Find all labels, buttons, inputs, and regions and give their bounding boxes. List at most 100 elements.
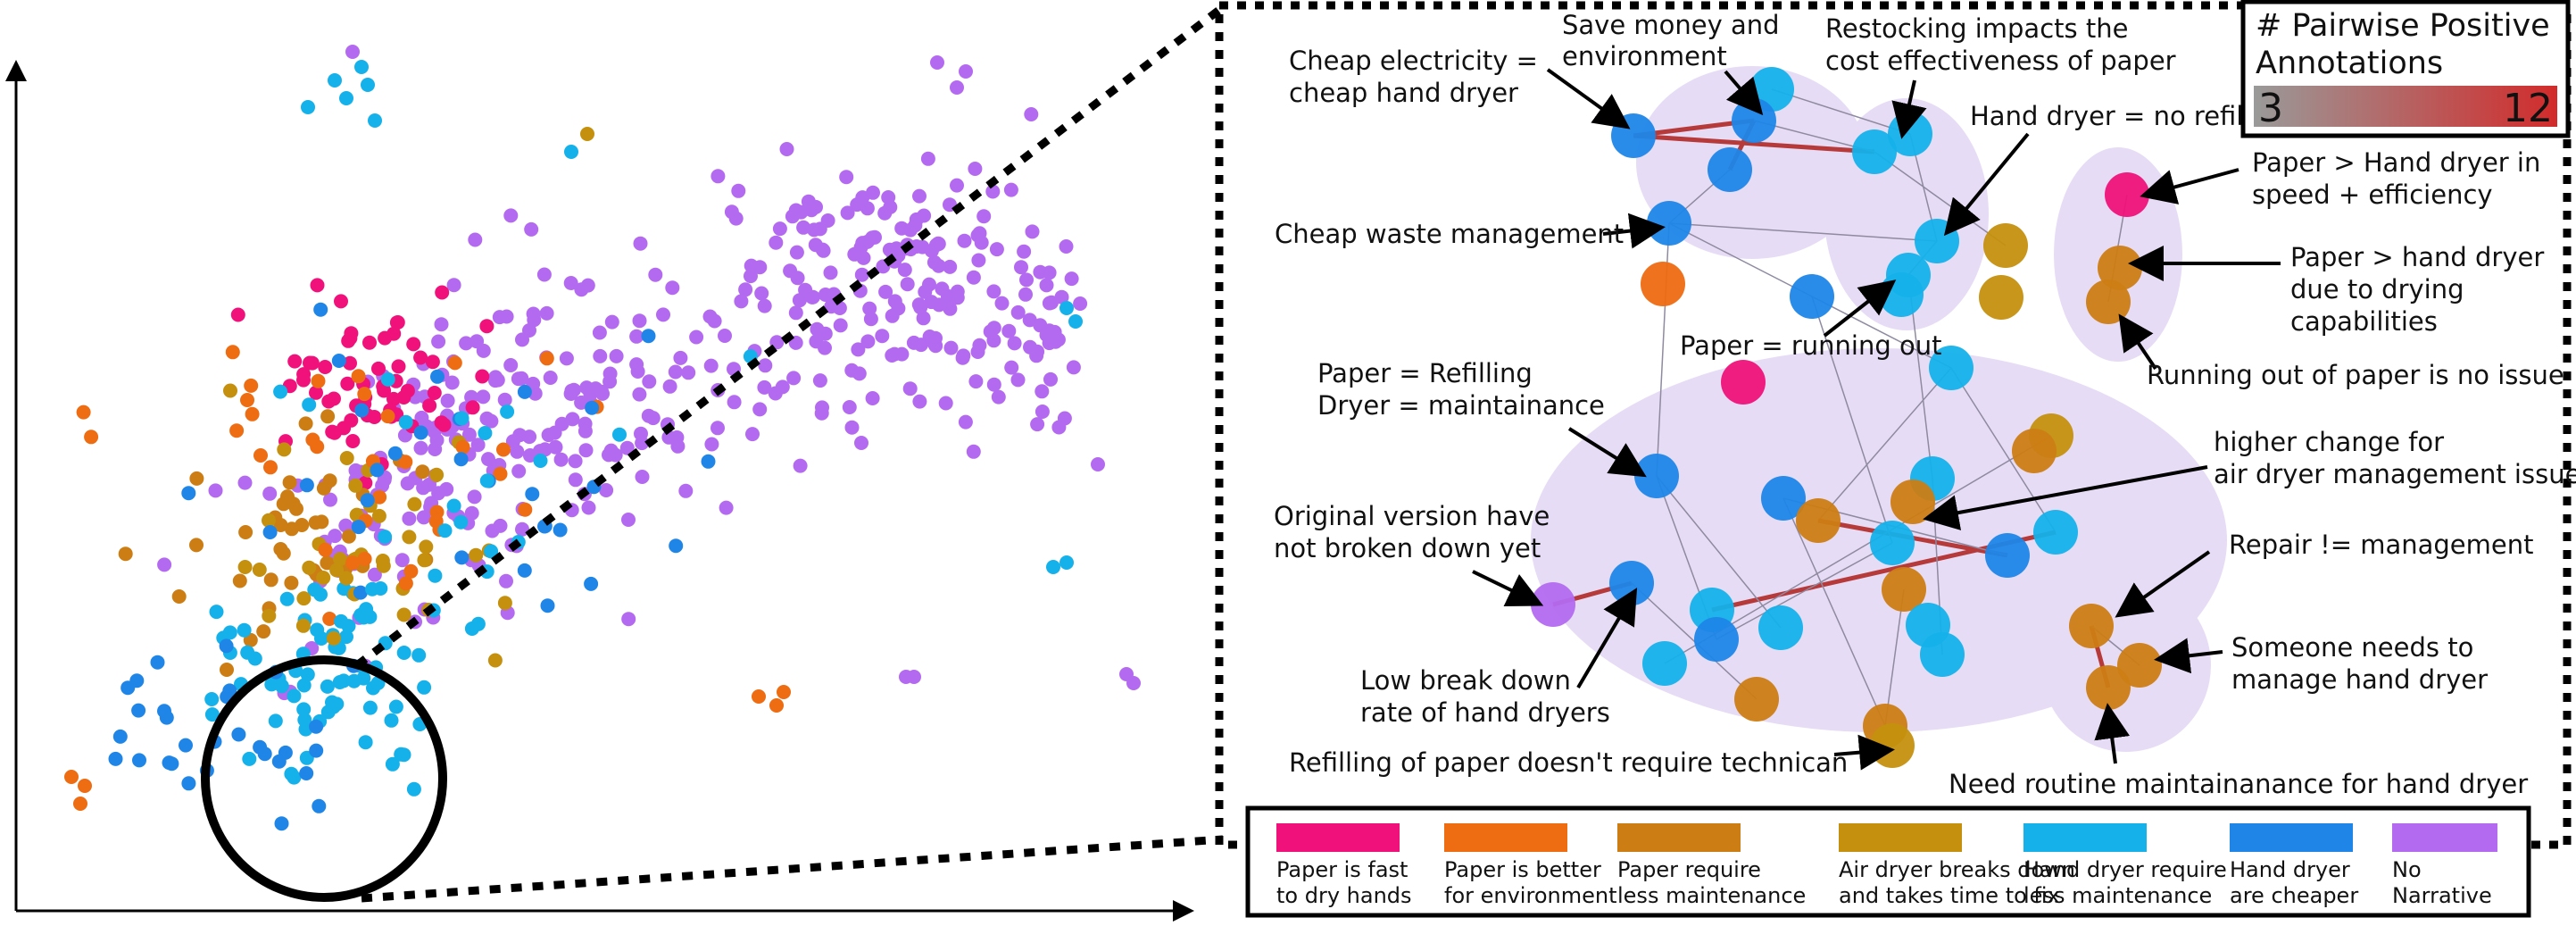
scatter-point bbox=[429, 505, 445, 520]
scatter-point bbox=[333, 552, 347, 567]
scatter-point bbox=[583, 387, 598, 402]
scatter-point bbox=[398, 414, 413, 430]
scatter-point bbox=[860, 201, 875, 216]
legend-label: for environment bbox=[1444, 883, 1616, 908]
annotation-arrow bbox=[1546, 68, 1631, 129]
scatter-point bbox=[621, 612, 636, 627]
scatter-point bbox=[334, 294, 348, 309]
scatter-point bbox=[274, 679, 289, 694]
scatter-point bbox=[323, 492, 337, 507]
annotation: Someone needs to manage hand dryer bbox=[2231, 632, 2488, 695]
scatter-point bbox=[478, 426, 493, 440]
scatter-point bbox=[1025, 224, 1040, 239]
annotation-arrow bbox=[2140, 168, 2239, 204]
scatter-point bbox=[642, 374, 657, 389]
scatter-point bbox=[400, 383, 415, 398]
scatter-point bbox=[580, 278, 595, 293]
scatter-point bbox=[943, 301, 958, 316]
legend-label: Paper require bbox=[1617, 857, 1761, 882]
scatter-point bbox=[273, 542, 288, 556]
scatter-point bbox=[171, 589, 187, 604]
scatter-point bbox=[287, 688, 302, 704]
scatter-point bbox=[1035, 384, 1050, 399]
scatter-point bbox=[313, 302, 328, 317]
network-node bbox=[1708, 147, 1752, 192]
scatter-point bbox=[580, 127, 594, 141]
scatter-point bbox=[564, 383, 579, 398]
scatter-point bbox=[1014, 260, 1028, 275]
scatter-point bbox=[734, 294, 749, 309]
legend-swatch bbox=[2392, 823, 2497, 852]
scatter-point bbox=[296, 702, 312, 717]
scatter-point bbox=[388, 699, 403, 714]
scatter-point bbox=[824, 299, 839, 314]
scatter-point bbox=[808, 238, 823, 253]
scatter-point bbox=[240, 393, 254, 407]
scatter-point bbox=[344, 413, 359, 428]
network-edge bbox=[1817, 367, 1952, 521]
scatter-point bbox=[181, 486, 196, 501]
annotation: Hand dryer = no refill bbox=[1970, 101, 2250, 131]
network-node bbox=[1634, 454, 1679, 498]
scatter-point bbox=[554, 416, 569, 431]
network-edge bbox=[1811, 296, 1893, 544]
scatter-point bbox=[593, 348, 608, 363]
scatter-point bbox=[533, 454, 548, 468]
scatter-point bbox=[427, 386, 442, 400]
scatter-point bbox=[398, 455, 413, 470]
scatter-point bbox=[527, 313, 542, 328]
scatter-point bbox=[208, 483, 223, 498]
scatter-point bbox=[278, 745, 293, 760]
annotation: Cheap waste management bbox=[1275, 219, 1624, 249]
scatter-point bbox=[1059, 555, 1074, 570]
zoom-circle bbox=[201, 655, 447, 902]
network-node bbox=[1985, 533, 2030, 578]
scatter-point bbox=[496, 442, 511, 457]
annotation-arrow bbox=[1943, 132, 2030, 237]
scatter-point bbox=[731, 183, 746, 198]
scatter-point bbox=[897, 263, 912, 278]
scatter-point bbox=[415, 464, 430, 480]
scatter-point bbox=[608, 447, 623, 463]
scatter-point bbox=[648, 267, 663, 282]
scatter-point bbox=[230, 307, 245, 322]
scatter-point bbox=[365, 581, 380, 596]
scatter-point bbox=[398, 576, 413, 591]
scatter-point bbox=[559, 351, 574, 366]
scatter-point bbox=[302, 397, 317, 413]
scatter-point bbox=[823, 265, 838, 280]
scatter-point bbox=[796, 220, 811, 235]
scatter-point bbox=[1039, 278, 1054, 293]
legend-swatch bbox=[1839, 823, 1962, 852]
scatter-point bbox=[108, 751, 123, 766]
scatter-point bbox=[351, 369, 366, 384]
annotation: Save money and environment bbox=[1562, 10, 1780, 71]
scatter-point bbox=[232, 573, 247, 588]
scatter-point bbox=[274, 816, 289, 831]
scatter-point bbox=[159, 710, 174, 725]
scatter-point bbox=[157, 557, 172, 572]
scatter-point bbox=[994, 296, 1010, 311]
scatter-point bbox=[539, 351, 554, 366]
scatter-point bbox=[974, 235, 989, 250]
scatter-point bbox=[386, 326, 402, 341]
scatter-point bbox=[989, 242, 1004, 257]
scatter-point bbox=[1010, 372, 1026, 388]
scatter-point bbox=[512, 428, 528, 443]
annotation-arrow bbox=[1724, 70, 1764, 116]
scatter-point bbox=[377, 383, 392, 398]
colorbar: # Pairwise Positive Annotations 3 12 bbox=[2240, 0, 2571, 138]
scatter-point bbox=[885, 348, 900, 363]
scatter-point bbox=[242, 751, 257, 766]
scatter-point bbox=[744, 269, 758, 284]
scatter-point bbox=[380, 409, 395, 424]
scatter-point bbox=[908, 218, 923, 233]
scatter-point bbox=[325, 424, 340, 439]
scatter-point bbox=[1030, 417, 1045, 432]
scatter-point bbox=[511, 371, 526, 387]
scatter-point bbox=[783, 263, 798, 279]
scatter-point bbox=[327, 391, 341, 406]
scatter-point bbox=[300, 667, 315, 682]
